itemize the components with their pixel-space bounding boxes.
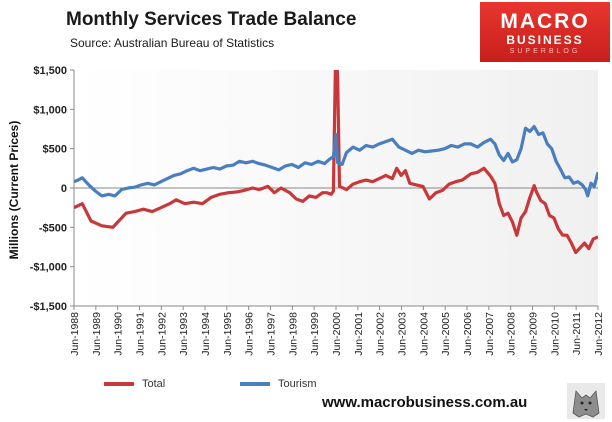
x-tick-label: Jun-1999 [309, 312, 321, 356]
logo-line-1: MACRO [500, 10, 590, 33]
x-tick-label: Jun-1989 [91, 312, 103, 356]
legend-label-total: Total [142, 378, 166, 390]
x-tick-label: Jun-1992 [156, 312, 168, 356]
x-tick-label: Jun-1995 [222, 312, 234, 356]
x-tick-label: Jun-2008 [506, 312, 518, 356]
x-tick-label: Jun-1994 [200, 312, 212, 356]
x-tick-label: Jun-1998 [287, 312, 299, 356]
y-tick-label: $1,000 [33, 104, 67, 116]
legend-item-tourism: Tourism [240, 378, 317, 392]
chart-title: Monthly Services Trade Balance [66, 9, 357, 30]
legend-item-total: Total [104, 378, 165, 392]
legend-label-tourism: Tourism [278, 378, 317, 390]
x-tick-label: Jun-2012 [593, 312, 605, 356]
x-tick-label: Jun-1993 [178, 312, 190, 356]
y-axis-label: Millions (Current Prices) [7, 121, 21, 260]
y-tick-label: -$1,000 [30, 262, 67, 274]
legend-swatch-total [104, 382, 134, 387]
x-tick-label: Jun-1991 [135, 312, 147, 356]
x-tick-label: Jun-2001 [353, 312, 365, 356]
chart-source: Source: Australian Bureau of Statistics [70, 36, 275, 50]
logo-line-2: BUSINESS [506, 33, 584, 47]
wolf-mascot-icon [567, 383, 605, 419]
y-tick-label: $500 [43, 144, 67, 156]
x-tick-label: Jun-2004 [418, 312, 430, 356]
x-tick-label: Jun-2007 [484, 312, 496, 356]
logo-line-3: SUPERBLOG [509, 48, 581, 55]
x-tick-label: Jun-2003 [397, 312, 409, 356]
x-tick-label: Jun-2006 [462, 312, 474, 356]
x-tick-label: Jun-1997 [266, 312, 278, 356]
x-tick-label: Jun-2000 [331, 312, 343, 356]
x-tick-label: Jun-1990 [113, 312, 125, 356]
series-line-total [74, 70, 598, 255]
x-tick-label: Jun-1996 [244, 312, 256, 356]
y-tick-label: -$500 [39, 222, 67, 234]
y-tick-label: 0 [61, 183, 67, 195]
legend-swatch-tourism [240, 382, 270, 387]
y-tick-label: $1,500 [33, 65, 67, 77]
y-tick-label: -$1,500 [30, 301, 67, 313]
x-tick-label: Jun-2010 [549, 312, 561, 356]
website-url: www.macrobusiness.com.au [322, 394, 528, 411]
x-tick-label: Jun-2009 [528, 312, 540, 356]
x-tick-label: Jun-2002 [375, 312, 387, 356]
x-tick-label: Jun-2011 [571, 312, 583, 355]
x-tick-label: Jun-1988 [69, 312, 81, 356]
macrobusiness-logo: MACRO BUSINESS SUPERBLOG [480, 2, 610, 62]
series-line-tourism [74, 125, 598, 198]
x-tick-label: Jun-2005 [440, 312, 452, 356]
